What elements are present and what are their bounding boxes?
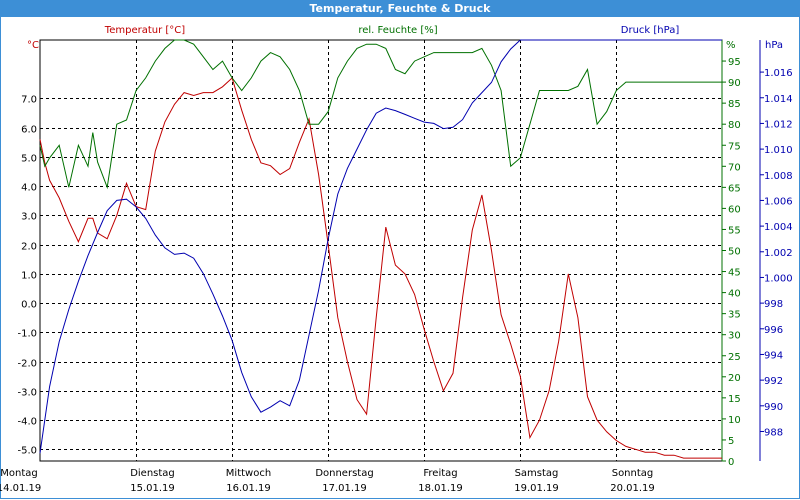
pressure-tick-label: 1.000 xyxy=(764,273,793,284)
temp-tick-label: 0.0 xyxy=(21,300,37,311)
pressure-tick-label: 988 xyxy=(764,427,783,438)
day-label: Montag xyxy=(0,468,37,479)
humidity-tick-label: 25 xyxy=(728,352,741,363)
humidity-tick-label: 55 xyxy=(728,225,741,236)
temp-tick-label: 4.0 xyxy=(21,183,37,194)
pressure-axis-title: Druck [hPa] xyxy=(621,25,680,36)
temp-tick-label: -3.0 xyxy=(17,388,37,399)
humidity-tick-label: 85 xyxy=(728,99,741,110)
humidity-tick-label: 80 xyxy=(728,120,741,131)
pressure-tick-label: 992 xyxy=(764,376,783,387)
pressure-tick-label: 994 xyxy=(764,350,783,361)
humidity-tick-label: 65 xyxy=(728,183,741,194)
pressure-tick-label: 996 xyxy=(764,325,783,336)
temp-tick-label: 2.0 xyxy=(21,242,37,253)
date-label: 16.01.19 xyxy=(226,483,271,494)
humidity-tick-label: 50 xyxy=(728,247,741,258)
humidity-tick-label: 15 xyxy=(728,394,741,405)
humidity-tick-label: 75 xyxy=(728,141,741,152)
temp-tick-label: -2.0 xyxy=(17,359,37,370)
humidity-tick-label: 0 xyxy=(728,457,734,468)
humidity-axis-title: rel. Feuchte [%] xyxy=(358,25,437,36)
day-label: Freitag xyxy=(423,468,457,479)
temp-tick-label: -4.0 xyxy=(17,417,37,428)
pressure-unit-label: hPa xyxy=(765,40,783,51)
humidity-unit-label: % xyxy=(726,40,736,51)
date-label: 14.01.19 xyxy=(0,483,41,494)
pressure-tick-label: 1.008 xyxy=(764,171,793,182)
date-label: 17.01.19 xyxy=(322,483,367,494)
humidity-tick-label: 40 xyxy=(728,289,741,300)
day-label: Sonntag xyxy=(612,468,654,479)
temp-tick-label: 7.0 xyxy=(21,95,37,106)
pressure-tick-label: 1.004 xyxy=(764,222,793,233)
temperature-axis-title: Temperatur [°C] xyxy=(104,25,185,36)
pressure-tick-label: 1.010 xyxy=(764,145,793,156)
temp-tick-label: 5.0 xyxy=(21,154,37,165)
humidity-tick-label: 20 xyxy=(728,373,741,384)
humidity-tick-label: 90 xyxy=(728,78,741,89)
pressure-tick-label: 990 xyxy=(764,402,783,413)
date-label: 15.01.19 xyxy=(130,483,175,494)
pressure-tick-label: 1.016 xyxy=(764,68,793,79)
humidity-tick-label: 5 xyxy=(728,436,734,447)
window-title: Temperatur, Feuchte & Druck xyxy=(309,2,491,15)
temp-tick-label: -1.0 xyxy=(17,329,37,340)
series-line-temperature xyxy=(39,77,722,459)
temp-tick-label: 1.0 xyxy=(21,271,37,282)
pressure-tick-label: 1.006 xyxy=(764,196,793,207)
temp-tick-label: -5.0 xyxy=(17,446,37,457)
series-line-humidity xyxy=(39,39,722,190)
humidity-tick-label: 70 xyxy=(728,162,741,173)
humidity-tick-label: 10 xyxy=(728,415,741,426)
humidity-tick-label: 45 xyxy=(728,268,741,279)
temperature-unit-label: °C xyxy=(27,40,39,51)
series-line-pressure xyxy=(39,39,722,454)
humidity-tick-label: 60 xyxy=(728,204,741,215)
pressure-tick-label: 1.012 xyxy=(764,119,793,130)
date-label: 19.01.19 xyxy=(514,483,559,494)
temp-tick-label: 3.0 xyxy=(21,212,37,223)
humidity-tick-label: 35 xyxy=(728,310,741,321)
temp-tick-label: 6.0 xyxy=(21,125,37,136)
date-label: 20.01.19 xyxy=(610,483,655,494)
humidity-tick-label: 30 xyxy=(728,331,741,342)
pressure-tick-label: 1.002 xyxy=(764,248,793,259)
date-label: 18.01.19 xyxy=(418,483,463,494)
plot-area xyxy=(39,39,723,462)
pressure-tick-label: 1.014 xyxy=(764,94,793,105)
day-label: Samstag xyxy=(515,468,559,479)
window-title-bar: Temperatur, Feuchte & Druck xyxy=(0,0,800,17)
day-label: Dienstag xyxy=(130,468,175,479)
humidity-tick-label: 95 xyxy=(728,57,741,68)
pressure-tick-label: 998 xyxy=(764,299,783,310)
day-label: Donnerstag xyxy=(315,468,373,479)
day-label: Mittwoch xyxy=(226,468,271,479)
